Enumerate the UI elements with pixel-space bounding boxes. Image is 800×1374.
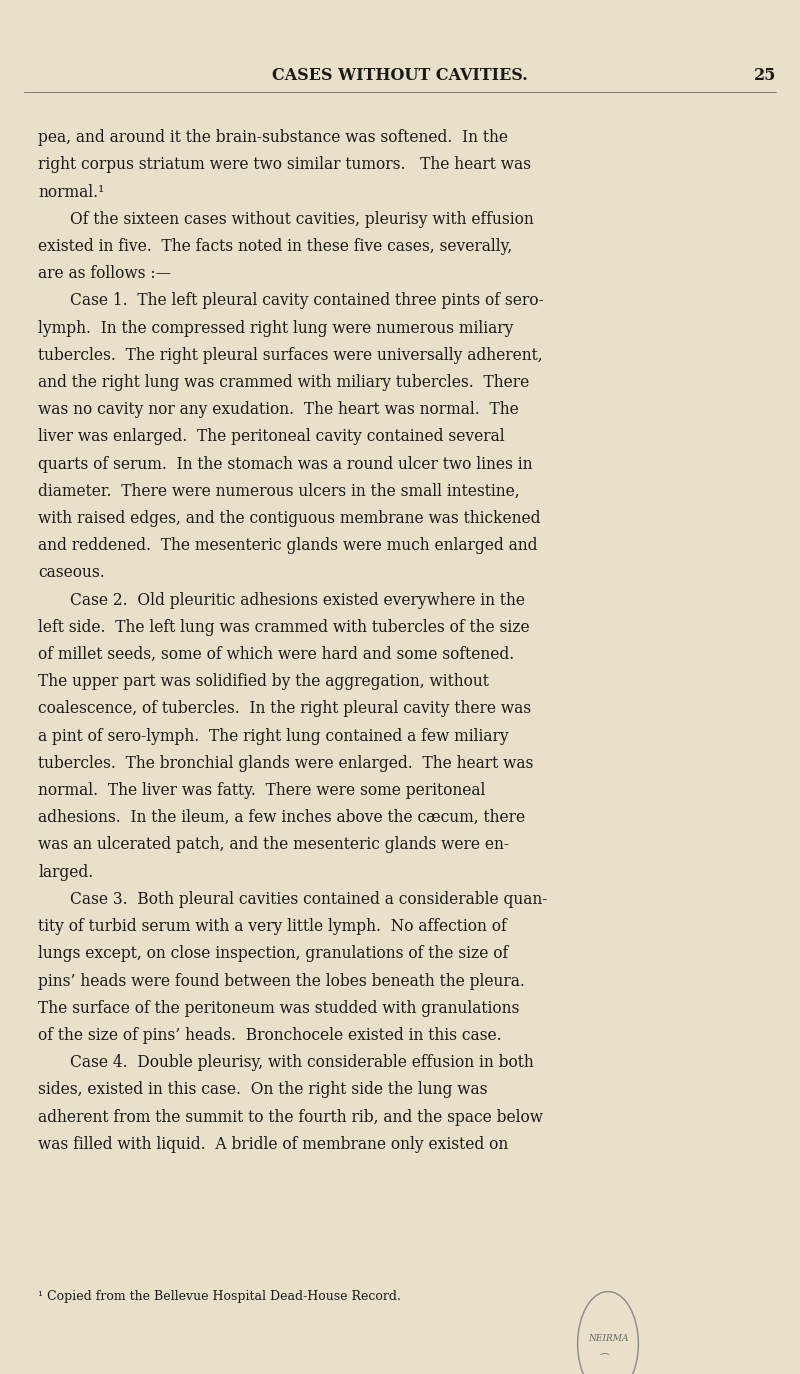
Text: and reddened.  The mesenteric glands were much enlarged and: and reddened. The mesenteric glands were…: [38, 537, 538, 554]
Text: of the size of pins’ heads.  Bronchocele existed in this case.: of the size of pins’ heads. Bronchocele …: [38, 1026, 502, 1044]
Text: Case 3.  Both pleural cavities contained a considerable quan-: Case 3. Both pleural cavities contained …: [70, 890, 548, 908]
Text: coalescence, of tubercles.  In the right pleural cavity there was: coalescence, of tubercles. In the right …: [38, 701, 531, 717]
Text: CASES WITHOUT CAVITIES.: CASES WITHOUT CAVITIES.: [272, 67, 528, 84]
Text: existed in five.  The facts noted in these five cases, severally,: existed in five. The facts noted in thes…: [38, 238, 513, 256]
Text: was filled with liquid.  A bridle of membrane only existed on: was filled with liquid. A bridle of memb…: [38, 1136, 509, 1153]
Text: right corpus striatum were two similar tumors.   The heart was: right corpus striatum were two similar t…: [38, 157, 531, 173]
Text: a pint of sero-lymph.  The right lung contained a few miliary: a pint of sero-lymph. The right lung con…: [38, 728, 509, 745]
Text: tity of turbid serum with a very little lymph.  No affection of: tity of turbid serum with a very little …: [38, 918, 507, 936]
Text: adherent from the summit to the fourth rib, and the space below: adherent from the summit to the fourth r…: [38, 1109, 543, 1125]
Text: diameter.  There were numerous ulcers in the small intestine,: diameter. There were numerous ulcers in …: [38, 482, 520, 500]
Text: quarts of serum.  In the stomach was a round ulcer two lines in: quarts of serum. In the stomach was a ro…: [38, 456, 533, 473]
Text: lymph.  In the compressed right lung were numerous miliary: lymph. In the compressed right lung were…: [38, 320, 514, 337]
Text: pins’ heads were found between the lobes beneath the pleura.: pins’ heads were found between the lobes…: [38, 973, 526, 989]
Text: and the right lung was crammed with miliary tubercles.  There: and the right lung was crammed with mili…: [38, 374, 530, 392]
Text: Case 4.  Double pleurisy, with considerable effusion in both: Case 4. Double pleurisy, with considerab…: [70, 1054, 534, 1072]
Text: normal.  The liver was fatty.  There were some peritoneal: normal. The liver was fatty. There were …: [38, 782, 486, 800]
Text: was no cavity nor any exudation.  The heart was normal.  The: was no cavity nor any exudation. The hea…: [38, 401, 519, 418]
Text: adhesions.  In the ileum, a few inches above the cæcum, there: adhesions. In the ileum, a few inches ab…: [38, 809, 526, 826]
Text: left side.  The left lung was crammed with tubercles of the size: left side. The left lung was crammed wit…: [38, 618, 530, 636]
Text: NEIRMA: NEIRMA: [588, 1334, 628, 1342]
Text: ⁀: ⁀: [600, 1355, 608, 1366]
Text: are as follows :—: are as follows :—: [38, 265, 171, 282]
Text: was an ulcerated patch, and the mesenteric glands were en-: was an ulcerated patch, and the mesenter…: [38, 837, 510, 853]
Text: larged.: larged.: [38, 864, 94, 881]
Text: The upper part was solidified by the aggregation, without: The upper part was solidified by the agg…: [38, 673, 490, 690]
Text: with raised edges, and the contiguous membrane was thickened: with raised edges, and the contiguous me…: [38, 510, 541, 528]
Text: Of the sixteen cases without cavities, pleurisy with effusion: Of the sixteen cases without cavities, p…: [70, 210, 534, 228]
Text: liver was enlarged.  The peritoneal cavity contained several: liver was enlarged. The peritoneal cavit…: [38, 429, 505, 445]
Text: ¹ Copied from the Bellevue Hospital Dead-House Record.: ¹ Copied from the Bellevue Hospital Dead…: [38, 1290, 402, 1303]
Text: tubercles.  The bronchial glands were enlarged.  The heart was: tubercles. The bronchial glands were enl…: [38, 754, 534, 772]
Text: caseous.: caseous.: [38, 565, 105, 581]
Text: lungs except, on close inspection, granulations of the size of: lungs except, on close inspection, granu…: [38, 945, 509, 962]
Text: 25: 25: [754, 67, 776, 84]
Text: Case 2.  Old pleuritic adhesions existed everywhere in the: Case 2. Old pleuritic adhesions existed …: [70, 592, 526, 609]
Text: normal.¹: normal.¹: [38, 184, 105, 201]
Text: Case 1.  The left pleural cavity contained three pints of sero-: Case 1. The left pleural cavity containe…: [70, 293, 544, 309]
Text: tubercles.  The right pleural surfaces were universally adherent,: tubercles. The right pleural surfaces we…: [38, 346, 543, 364]
Text: of millet seeds, some of which were hard and some softened.: of millet seeds, some of which were hard…: [38, 646, 514, 664]
Text: pea, and around it the brain-substance was softened.  In the: pea, and around it the brain-substance w…: [38, 129, 509, 146]
Text: sides, existed in this case.  On the right side the lung was: sides, existed in this case. On the righ…: [38, 1081, 488, 1098]
Text: The surface of the peritoneum was studded with granulations: The surface of the peritoneum was studde…: [38, 1000, 520, 1017]
